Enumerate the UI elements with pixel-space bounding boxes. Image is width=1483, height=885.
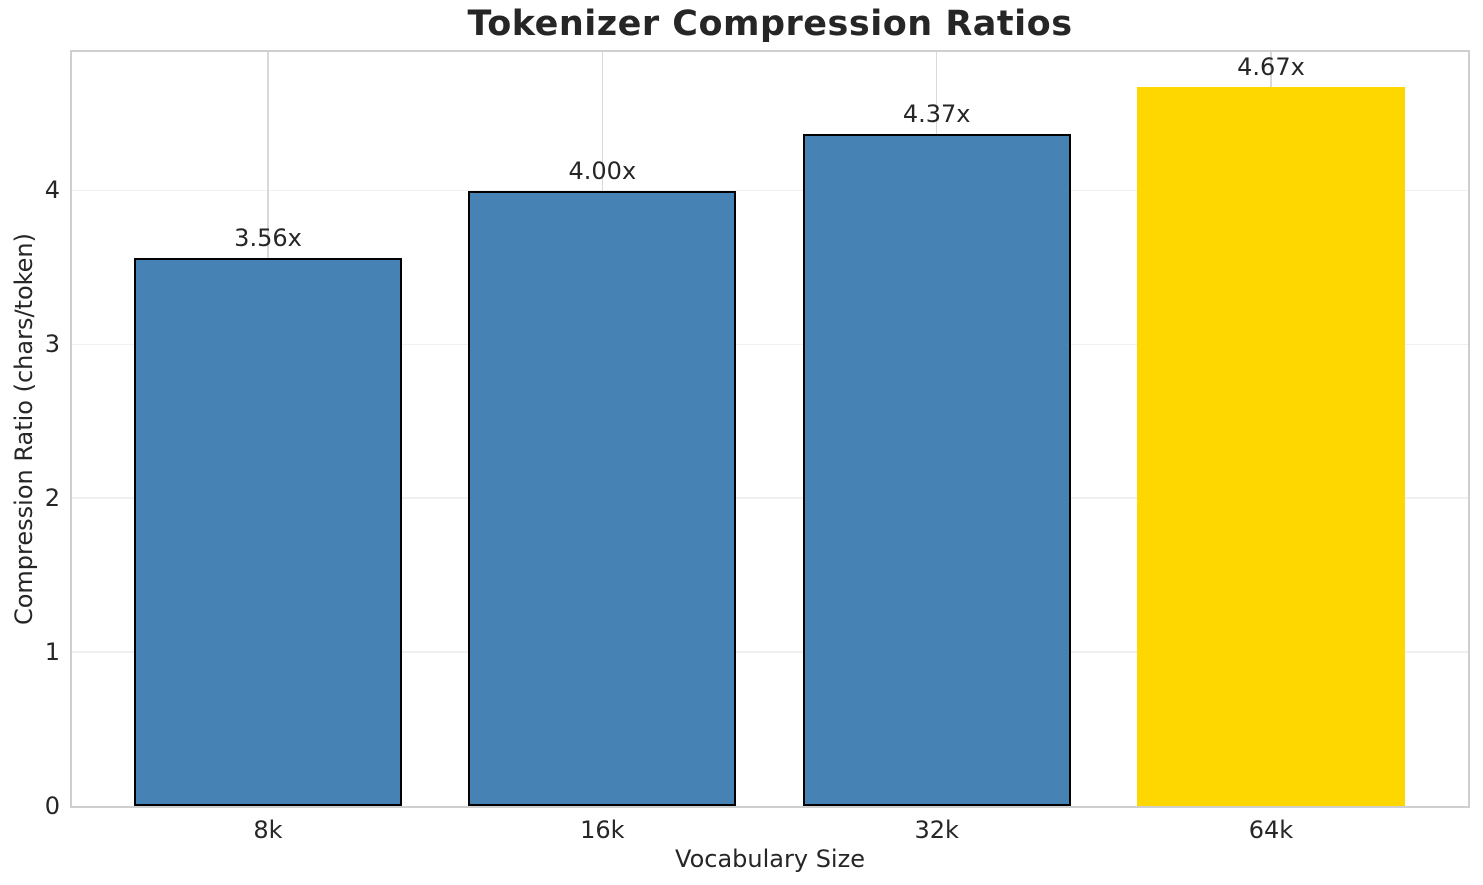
y-tick-label-1: 1: [44, 638, 60, 667]
y-tick-label-0: 0: [44, 792, 60, 820]
bar-value-label-64k: 4.67x: [1237, 53, 1305, 82]
plot-area: 3.56x 4.00x 4.37x 4.67x: [70, 50, 1470, 808]
bar-64k: [1136, 87, 1405, 806]
x-tick-label-64k: 64k: [1248, 816, 1294, 844]
bar-16k: [468, 190, 737, 806]
x-tick-label-8k: 8k: [253, 816, 283, 844]
y-tick-label-4: 4: [44, 176, 60, 205]
gridline-horizontal: [72, 497, 1468, 499]
bar-value-label-8k: 3.56x: [234, 224, 302, 253]
y-tick-label-2: 2: [44, 484, 60, 513]
gridline-horizontal: [72, 343, 1468, 346]
x-tick-label-32k: 32k: [914, 816, 959, 844]
x-tick-label-16k: 16k: [580, 816, 625, 844]
x-axis-label: Vocabulary Size: [675, 845, 865, 873]
y-axis-label-text: Compression Ratio (chars/token): [10, 232, 38, 626]
bar-value-label-16k: 4.00x: [568, 156, 637, 185]
gridline-horizontal: [72, 189, 1468, 192]
bar-8k: [134, 258, 402, 806]
chart-title: Tokenizer Compression Ratios: [467, 4, 1073, 44]
y-tick-label-3: 3: [44, 330, 60, 359]
bar-32k: [802, 133, 1071, 806]
gridline-horizontal: [72, 651, 1468, 653]
bar-value-label-32k: 4.37x: [902, 99, 971, 128]
plot-inner: 3.56x 4.00x 4.37x 4.67x: [72, 52, 1468, 806]
